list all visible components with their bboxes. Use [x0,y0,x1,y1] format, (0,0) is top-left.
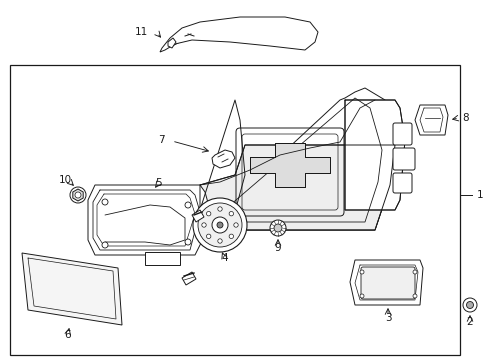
Bar [10,65,460,355]
Polygon shape [192,210,204,222]
FancyBboxPatch shape [393,123,412,145]
Text: 6: 6 [65,330,72,340]
Circle shape [413,294,417,298]
Circle shape [185,239,191,245]
Polygon shape [22,253,122,325]
Polygon shape [200,145,395,230]
Polygon shape [415,105,448,135]
Circle shape [75,192,81,198]
Circle shape [202,223,206,227]
Circle shape [463,298,477,312]
Polygon shape [345,100,405,210]
Circle shape [206,234,211,239]
Circle shape [218,239,222,243]
Circle shape [102,199,108,205]
Circle shape [274,224,282,232]
Text: 11: 11 [135,27,148,37]
Circle shape [217,222,223,228]
Text: 1: 1 [477,190,484,200]
Circle shape [229,234,234,239]
Circle shape [70,187,86,203]
Circle shape [360,294,364,298]
Polygon shape [200,88,395,230]
Polygon shape [250,143,330,187]
Polygon shape [160,17,318,52]
FancyBboxPatch shape [361,267,415,299]
Circle shape [212,217,228,233]
Text: 10: 10 [58,175,72,185]
Text: 8: 8 [462,113,468,123]
Circle shape [102,242,108,248]
Text: 4: 4 [221,253,228,263]
Polygon shape [73,189,83,201]
Circle shape [193,198,247,252]
FancyBboxPatch shape [393,148,415,170]
Circle shape [413,270,417,274]
Circle shape [466,302,473,309]
Circle shape [218,207,222,211]
Circle shape [270,220,286,236]
Polygon shape [88,185,210,255]
Polygon shape [168,38,176,48]
Text: 2: 2 [466,317,473,327]
Text: 7: 7 [158,135,165,145]
Circle shape [360,270,364,274]
Text: 5: 5 [155,178,161,188]
Circle shape [234,223,238,227]
Circle shape [185,202,191,208]
Circle shape [206,211,211,216]
Polygon shape [182,272,196,285]
FancyBboxPatch shape [393,173,412,193]
Polygon shape [212,150,235,168]
Polygon shape [350,260,423,305]
Polygon shape [145,252,180,265]
Circle shape [198,203,242,247]
Text: 9: 9 [275,243,281,253]
Circle shape [229,211,234,216]
Text: 3: 3 [385,313,392,323]
